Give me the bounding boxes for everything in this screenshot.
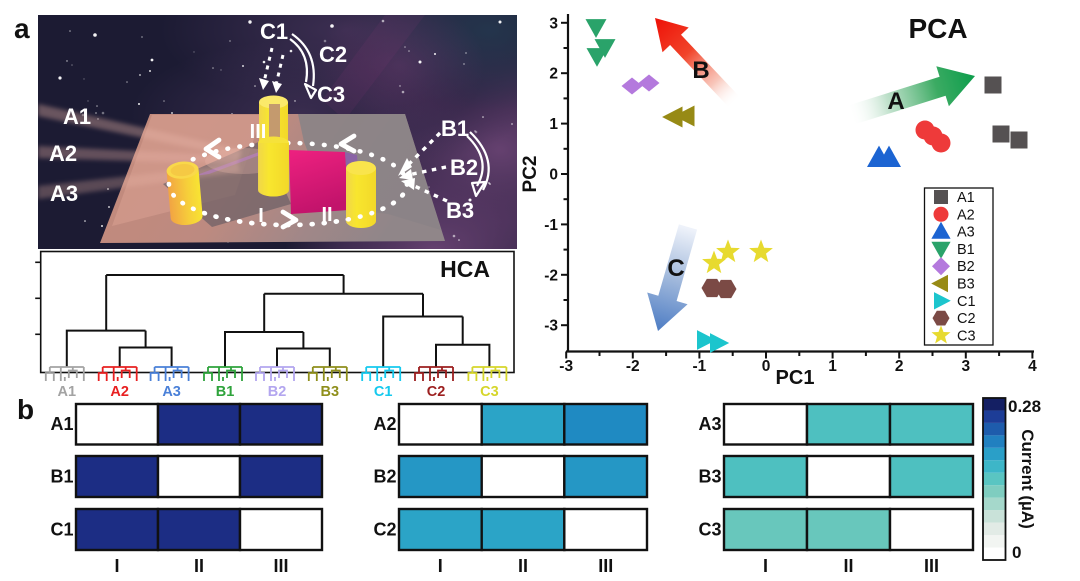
svg-text:-2: -2 bbox=[626, 358, 640, 375]
svg-text:B3: B3 bbox=[698, 467, 721, 487]
svg-text:B2: B2 bbox=[373, 467, 396, 487]
svg-text:III: III bbox=[924, 556, 939, 576]
svg-text:A1: A1 bbox=[957, 190, 975, 206]
svg-text:I: I bbox=[438, 556, 443, 576]
svg-text:1: 1 bbox=[828, 358, 837, 375]
svg-text:C1: C1 bbox=[957, 294, 976, 310]
svg-text:C3: C3 bbox=[957, 328, 976, 344]
svg-text:A1: A1 bbox=[50, 414, 73, 434]
svg-text:0: 0 bbox=[549, 167, 558, 184]
svg-text:HCA: HCA bbox=[440, 256, 490, 282]
svg-text:C1: C1 bbox=[50, 520, 73, 540]
svg-text:2: 2 bbox=[549, 66, 558, 83]
svg-text:C1: C1 bbox=[260, 19, 288, 44]
svg-text:C3: C3 bbox=[698, 520, 721, 540]
svg-text:3: 3 bbox=[549, 15, 558, 32]
svg-text:0.28: 0.28 bbox=[1008, 397, 1041, 416]
svg-text:B2: B2 bbox=[268, 384, 287, 400]
svg-text:4: 4 bbox=[1028, 358, 1037, 375]
svg-text:C1: C1 bbox=[374, 384, 393, 400]
svg-text:II: II bbox=[518, 556, 528, 576]
svg-text:C3: C3 bbox=[317, 82, 345, 107]
svg-text:A2: A2 bbox=[957, 207, 975, 223]
svg-text:1: 1 bbox=[549, 116, 558, 133]
svg-text:3: 3 bbox=[961, 358, 970, 375]
svg-text:I: I bbox=[763, 556, 768, 576]
svg-text:a: a bbox=[14, 13, 30, 44]
svg-text:A: A bbox=[887, 88, 904, 115]
svg-text:-2: -2 bbox=[544, 267, 558, 284]
svg-text:B3: B3 bbox=[446, 198, 474, 223]
svg-text:B1: B1 bbox=[50, 467, 73, 487]
svg-text:A1: A1 bbox=[58, 384, 77, 400]
svg-text:b: b bbox=[17, 394, 34, 425]
svg-text:0: 0 bbox=[762, 358, 771, 375]
svg-text:A2: A2 bbox=[49, 141, 77, 166]
svg-text:III: III bbox=[250, 121, 267, 143]
svg-text:A2: A2 bbox=[110, 384, 129, 400]
svg-text:PCA: PCA bbox=[908, 13, 967, 44]
svg-text:A3: A3 bbox=[50, 181, 78, 206]
svg-text:II: II bbox=[843, 556, 853, 576]
svg-text:III: III bbox=[598, 556, 613, 576]
svg-text:PC1: PC1 bbox=[776, 367, 815, 389]
svg-text:B3: B3 bbox=[321, 384, 340, 400]
svg-text:A2: A2 bbox=[373, 414, 396, 434]
svg-text:C3: C3 bbox=[480, 384, 499, 400]
svg-text:C2: C2 bbox=[319, 42, 347, 67]
svg-text:II: II bbox=[321, 204, 332, 226]
svg-text:B2: B2 bbox=[450, 155, 478, 180]
svg-text:A1: A1 bbox=[63, 104, 91, 129]
svg-text:III: III bbox=[273, 556, 288, 576]
svg-text:B3: B3 bbox=[957, 277, 975, 293]
svg-text:C2: C2 bbox=[427, 384, 446, 400]
svg-text:-1: -1 bbox=[544, 217, 558, 234]
svg-text:B2: B2 bbox=[957, 259, 975, 275]
svg-text:B: B bbox=[692, 57, 709, 84]
svg-text:II: II bbox=[194, 556, 204, 576]
svg-text:I: I bbox=[114, 556, 119, 576]
svg-text:C: C bbox=[667, 255, 684, 282]
svg-text:A3: A3 bbox=[162, 384, 181, 400]
svg-text:PC2: PC2 bbox=[520, 156, 541, 193]
svg-text:C2: C2 bbox=[957, 311, 976, 327]
svg-text:A3: A3 bbox=[698, 414, 721, 434]
svg-text:Current (µA): Current (µA) bbox=[1018, 429, 1037, 529]
svg-text:A3: A3 bbox=[957, 225, 975, 241]
svg-text:I: I bbox=[258, 205, 264, 227]
svg-text:-3: -3 bbox=[559, 358, 573, 375]
svg-text:0: 0 bbox=[1012, 543, 1021, 562]
svg-text:B1: B1 bbox=[216, 384, 235, 400]
svg-text:2: 2 bbox=[895, 358, 904, 375]
svg-text:-1: -1 bbox=[693, 358, 707, 375]
svg-text:C2: C2 bbox=[373, 520, 396, 540]
svg-text:B1: B1 bbox=[957, 242, 975, 258]
svg-text:-3: -3 bbox=[544, 318, 558, 335]
svg-text:B1: B1 bbox=[441, 116, 469, 141]
